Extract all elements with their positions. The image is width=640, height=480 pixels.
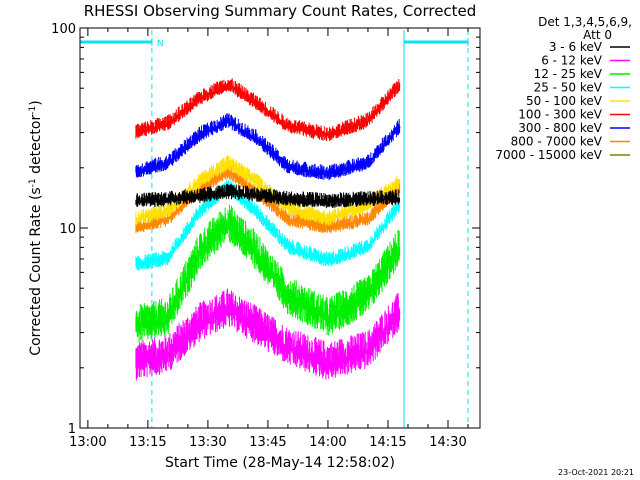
footer-date: 23-Oct-2021 20:21 (558, 468, 634, 477)
legend-label: 100 - 300 keV (518, 108, 602, 122)
series-line (135, 222, 401, 328)
legend-label: 12 - 25 keV (534, 67, 603, 81)
y-axis-label-part: ) (28, 100, 44, 105)
legend-label: 25 - 50 keV (534, 81, 603, 95)
chart-title: RHESSI Observing Summary Count Rates, Co… (84, 2, 477, 20)
y-tick-label: 10 (59, 222, 76, 237)
y-axis-label-sup: -1 (28, 178, 38, 187)
x-tick-label: 13:30 (189, 435, 226, 450)
series-line (135, 83, 401, 137)
series-6-12-kev (135, 288, 401, 381)
legend-label: 6 - 12 keV (541, 54, 603, 68)
x-tick-label: 14:15 (369, 435, 406, 450)
series-layer (135, 78, 401, 381)
y-axis-label-part: Corrected Count Rate (s (28, 187, 44, 355)
y-axis: 1 10 100 (51, 22, 480, 437)
legend-label: 7000 - 15000 keV (495, 148, 602, 162)
x-axis: 13:00 13:15 13:30 13:45 14:00 14:15 14:30 (69, 28, 469, 450)
y-axis-label-part: detector (28, 115, 44, 179)
series-line (135, 308, 401, 365)
series-12-25-kev (135, 204, 401, 343)
legend-header: Det 1,3,4,5,6,9, (538, 15, 632, 29)
x-tick-label: 13:00 (69, 435, 106, 450)
legend-header: Att 0 (583, 28, 612, 42)
series-line (135, 192, 401, 203)
series-line (135, 171, 401, 229)
x-axis-label: Start Time (28-May-14 12:58:02) (165, 455, 395, 471)
x-tick-label: 13:15 (129, 435, 166, 450)
x-tick-label: 14:30 (429, 435, 466, 450)
x-tick-label: 14:00 (309, 435, 346, 450)
y-axis-label-sup: -1 (28, 106, 38, 115)
night-marker-label: N (157, 39, 164, 49)
legend-label: 300 - 800 keV (518, 121, 602, 135)
series-100-300-kev (135, 78, 401, 141)
y-tick-label: 100 (51, 22, 76, 37)
series-3-6-kev (135, 183, 401, 209)
legend-label: 50 - 100 keV (526, 94, 603, 108)
y-axis-label: Corrected Count Rate (s-1 detector-1) (28, 100, 44, 355)
series-trace (135, 288, 401, 381)
series-line (135, 186, 401, 267)
legend-label: 800 - 7000 keV (511, 135, 603, 149)
x-tick-label: 13:45 (249, 435, 286, 450)
legend-label: 3 - 6 keV (549, 40, 603, 54)
series-300-800-kev (135, 113, 401, 181)
y-tick-label: 1 (68, 422, 76, 437)
series-line (135, 120, 401, 176)
